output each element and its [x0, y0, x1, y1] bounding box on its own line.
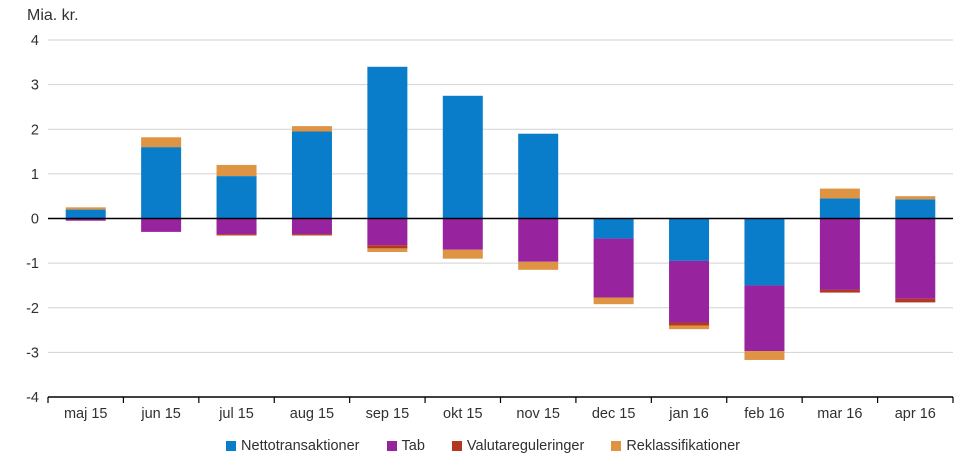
bar-segment-nettotransaktioner-aug-15	[291, 131, 332, 219]
legend-label: Nettotransaktioner	[241, 438, 360, 454]
bar-segment-tab-dec-15	[593, 238, 634, 298]
bar-segment-valutareguleringer-sep-15	[367, 245, 408, 249]
x-category-label: jun 15	[140, 406, 181, 422]
legend-swatch-icon	[451, 441, 462, 451]
bar-segment-reklassifikationer-jan-16	[669, 325, 710, 330]
y-tick-label: 4	[31, 33, 39, 49]
bar-segment-reklassifikationer-apr-16	[895, 196, 936, 200]
x-category-label: aug 15	[290, 406, 334, 422]
legend-item-nettotransaktioner: Nettotransaktioner	[226, 438, 360, 454]
x-category-label: apr 16	[895, 406, 936, 422]
x-category-label: mar 16	[817, 406, 862, 422]
bar-segment-nettotransaktioner-sep-15	[367, 66, 408, 219]
bar-segment-nettotransaktioner-apr-16	[895, 199, 936, 219]
legend-item-reklassifikationer: Reklassifikationer	[611, 438, 740, 454]
bar-segment-reklassifikationer-jun-15	[141, 137, 182, 148]
bar-segment-reklassifikationer-sep-15	[367, 248, 408, 252]
legend-label: Tab	[401, 438, 425, 454]
bar-segment-nettotransaktioner-jul-15	[216, 176, 257, 219]
legend-item-valutareguleringer: Valutareguleringer	[451, 438, 585, 454]
bar-segment-nettotransaktioner-maj-15	[65, 209, 106, 219]
y-tick-label: -3	[26, 345, 39, 361]
y-tick-label: 0	[31, 212, 39, 228]
bar-segment-nettotransaktioner-dec-15	[593, 218, 634, 239]
bar-segment-tab-nov-15	[518, 218, 559, 262]
bar-segment-tab-jun-15	[141, 218, 182, 232]
bar-segment-reklassifikationer-jul-15	[216, 164, 257, 177]
x-category-label: okt 15	[443, 406, 483, 422]
y-tick-label: -4	[26, 390, 39, 406]
bar-segment-nettotransaktioner-nov-15	[518, 133, 559, 219]
bar-segment-tab-apr-16	[895, 218, 936, 299]
bar-segment-reklassifikationer-nov-15	[518, 261, 559, 270]
x-category-label: maj 15	[64, 406, 108, 422]
bar-segment-tab-jan-16	[669, 260, 710, 323]
legend-swatch-icon	[226, 441, 237, 451]
bar-segment-tab-feb-16	[744, 285, 785, 352]
y-tick-label: 3	[31, 78, 39, 94]
x-category-label: sep 15	[366, 406, 410, 422]
bar-segment-reklassifikationer-mar-16	[819, 188, 860, 199]
legend-swatch-icon	[611, 441, 622, 451]
bar-segment-reklassifikationer-maj-15	[65, 207, 106, 210]
y-tick-label: -1	[26, 256, 39, 272]
bar-segment-valutareguleringer-apr-16	[895, 298, 936, 303]
bar-segment-reklassifikationer-okt-15	[442, 249, 483, 259]
x-category-label: dec 15	[592, 406, 636, 422]
x-category-label: jul 15	[218, 406, 254, 422]
bar-segment-nettotransaktioner-jan-16	[669, 218, 710, 261]
bar-segment-valutareguleringer-jul-15	[216, 234, 257, 236]
legend-item-tab: Tab	[386, 438, 425, 454]
y-tick-label: -2	[26, 301, 39, 317]
bar-segment-valutareguleringer-aug-15	[291, 234, 332, 236]
bar-segment-valutareguleringer-jan-16	[669, 322, 710, 326]
x-category-label: nov 15	[516, 406, 560, 422]
bar-segment-reklassifikationer-aug-15	[291, 126, 332, 132]
bar-segment-nettotransaktioner-mar-16	[819, 198, 860, 219]
y-tick-label: 2	[31, 122, 39, 138]
bar-segment-tab-jul-15	[216, 218, 257, 235]
bar-segment-valutareguleringer-mar-16	[819, 289, 860, 293]
legend-swatch-icon	[386, 441, 397, 451]
bar-segment-tab-sep-15	[367, 218, 408, 246]
bar-segment-nettotransaktioner-jun-15	[141, 147, 182, 219]
chart-title: Mia. kr.	[27, 7, 79, 24]
bar-segment-tab-aug-15	[291, 218, 332, 235]
legend: Nettotransaktioner Tab Valutareguleringer R…	[0, 438, 966, 454]
bar-segment-tab-maj-15	[65, 218, 106, 221]
bar-segment-nettotransaktioner-okt-15	[442, 95, 483, 219]
plot-area: 4 3 2 1 0 -1 -2 -3 -4 maj 15 jun 15 jul 15 aug 15 sep…	[26, 33, 954, 422]
legend-label: Valutareguleringer	[466, 438, 585, 454]
y-tick-label: 1	[31, 167, 39, 183]
bar-segment-reklassifikationer-dec-15	[593, 297, 634, 305]
bar-segment-nettotransaktioner-feb-16	[744, 218, 785, 286]
x-category-label: feb 16	[744, 406, 784, 422]
bar-segment-tab-mar-16	[819, 218, 860, 290]
legend-label: Reklassifikationer	[626, 438, 740, 454]
bar-segment-tab-okt-15	[442, 218, 483, 250]
bar-segment-reklassifikationer-feb-16	[744, 351, 785, 360]
x-category-label: jan 16	[668, 406, 709, 422]
